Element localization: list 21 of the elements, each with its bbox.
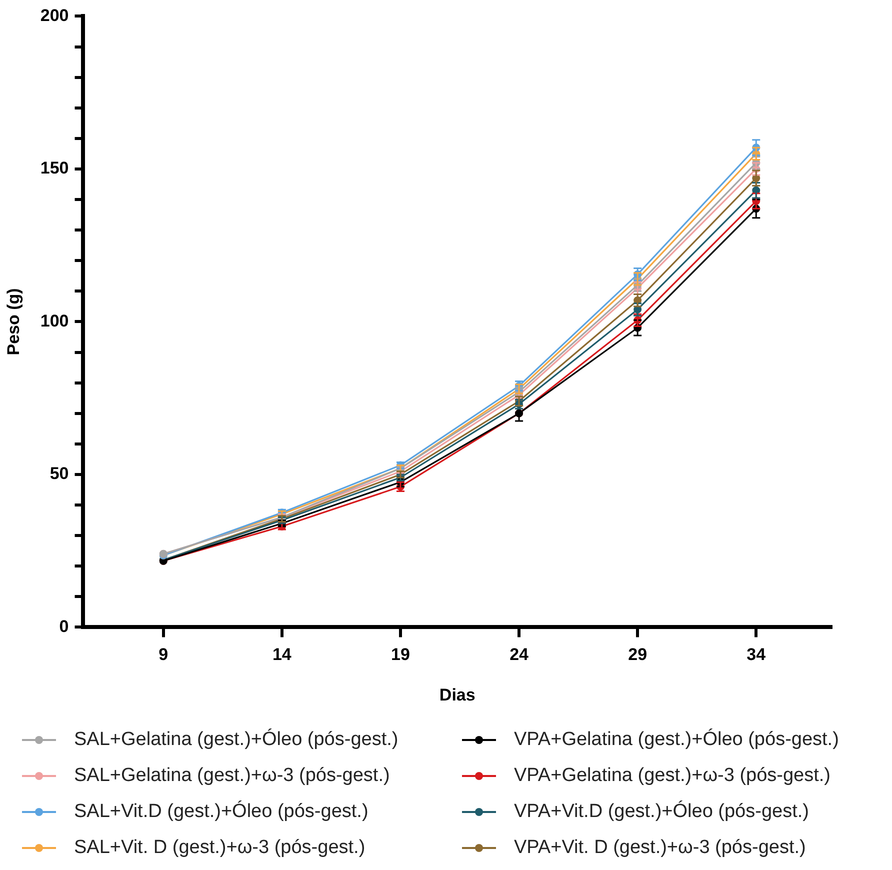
y-axis-title: Peso (g) [4,288,23,356]
legend-label: VPA+Vit.D (gest.)+Óleo (pós-gest.) [514,801,809,823]
x-tick-label: 14 [272,645,292,664]
legend-label: SAL+Gelatina (gest.)+ω-3 (pós-gest.) [74,765,390,787]
x-tick-label: 34 [746,645,766,664]
legend-label: SAL+Vit. D (gest.)+ω-3 (pós-gest.) [74,837,366,859]
x-tick-label: 24 [510,645,530,664]
legend-label: VPA+Gelatina (gest.)+ω-3 (pós-gest.) [514,765,831,787]
y-tick-label: 150 [40,158,69,178]
y-tick-label: 50 [50,464,69,484]
x-axis-title: Dias [439,685,476,704]
y-tick-label: 200 [40,6,69,25]
y-tick-label: 100 [40,311,69,330]
x-tick-label: 29 [628,645,648,664]
legend-label: SAL+Gelatina (gest.)+Óleo (pós-gest.) [74,729,398,751]
x-tick-label: 19 [391,645,410,664]
legend-label: SAL+Vit.D (gest.)+Óleo (pós-gest.) [74,801,368,823]
x-tick-label: 9 [158,645,168,664]
y-tick-label: 0 [59,616,69,636]
legend-label: VPA+Vit. D (gest.)+ω-3 (pós-gest.) [514,837,806,859]
legend-label: VPA+Gelatina (gest.)+Óleo (pós-gest.) [514,729,839,751]
